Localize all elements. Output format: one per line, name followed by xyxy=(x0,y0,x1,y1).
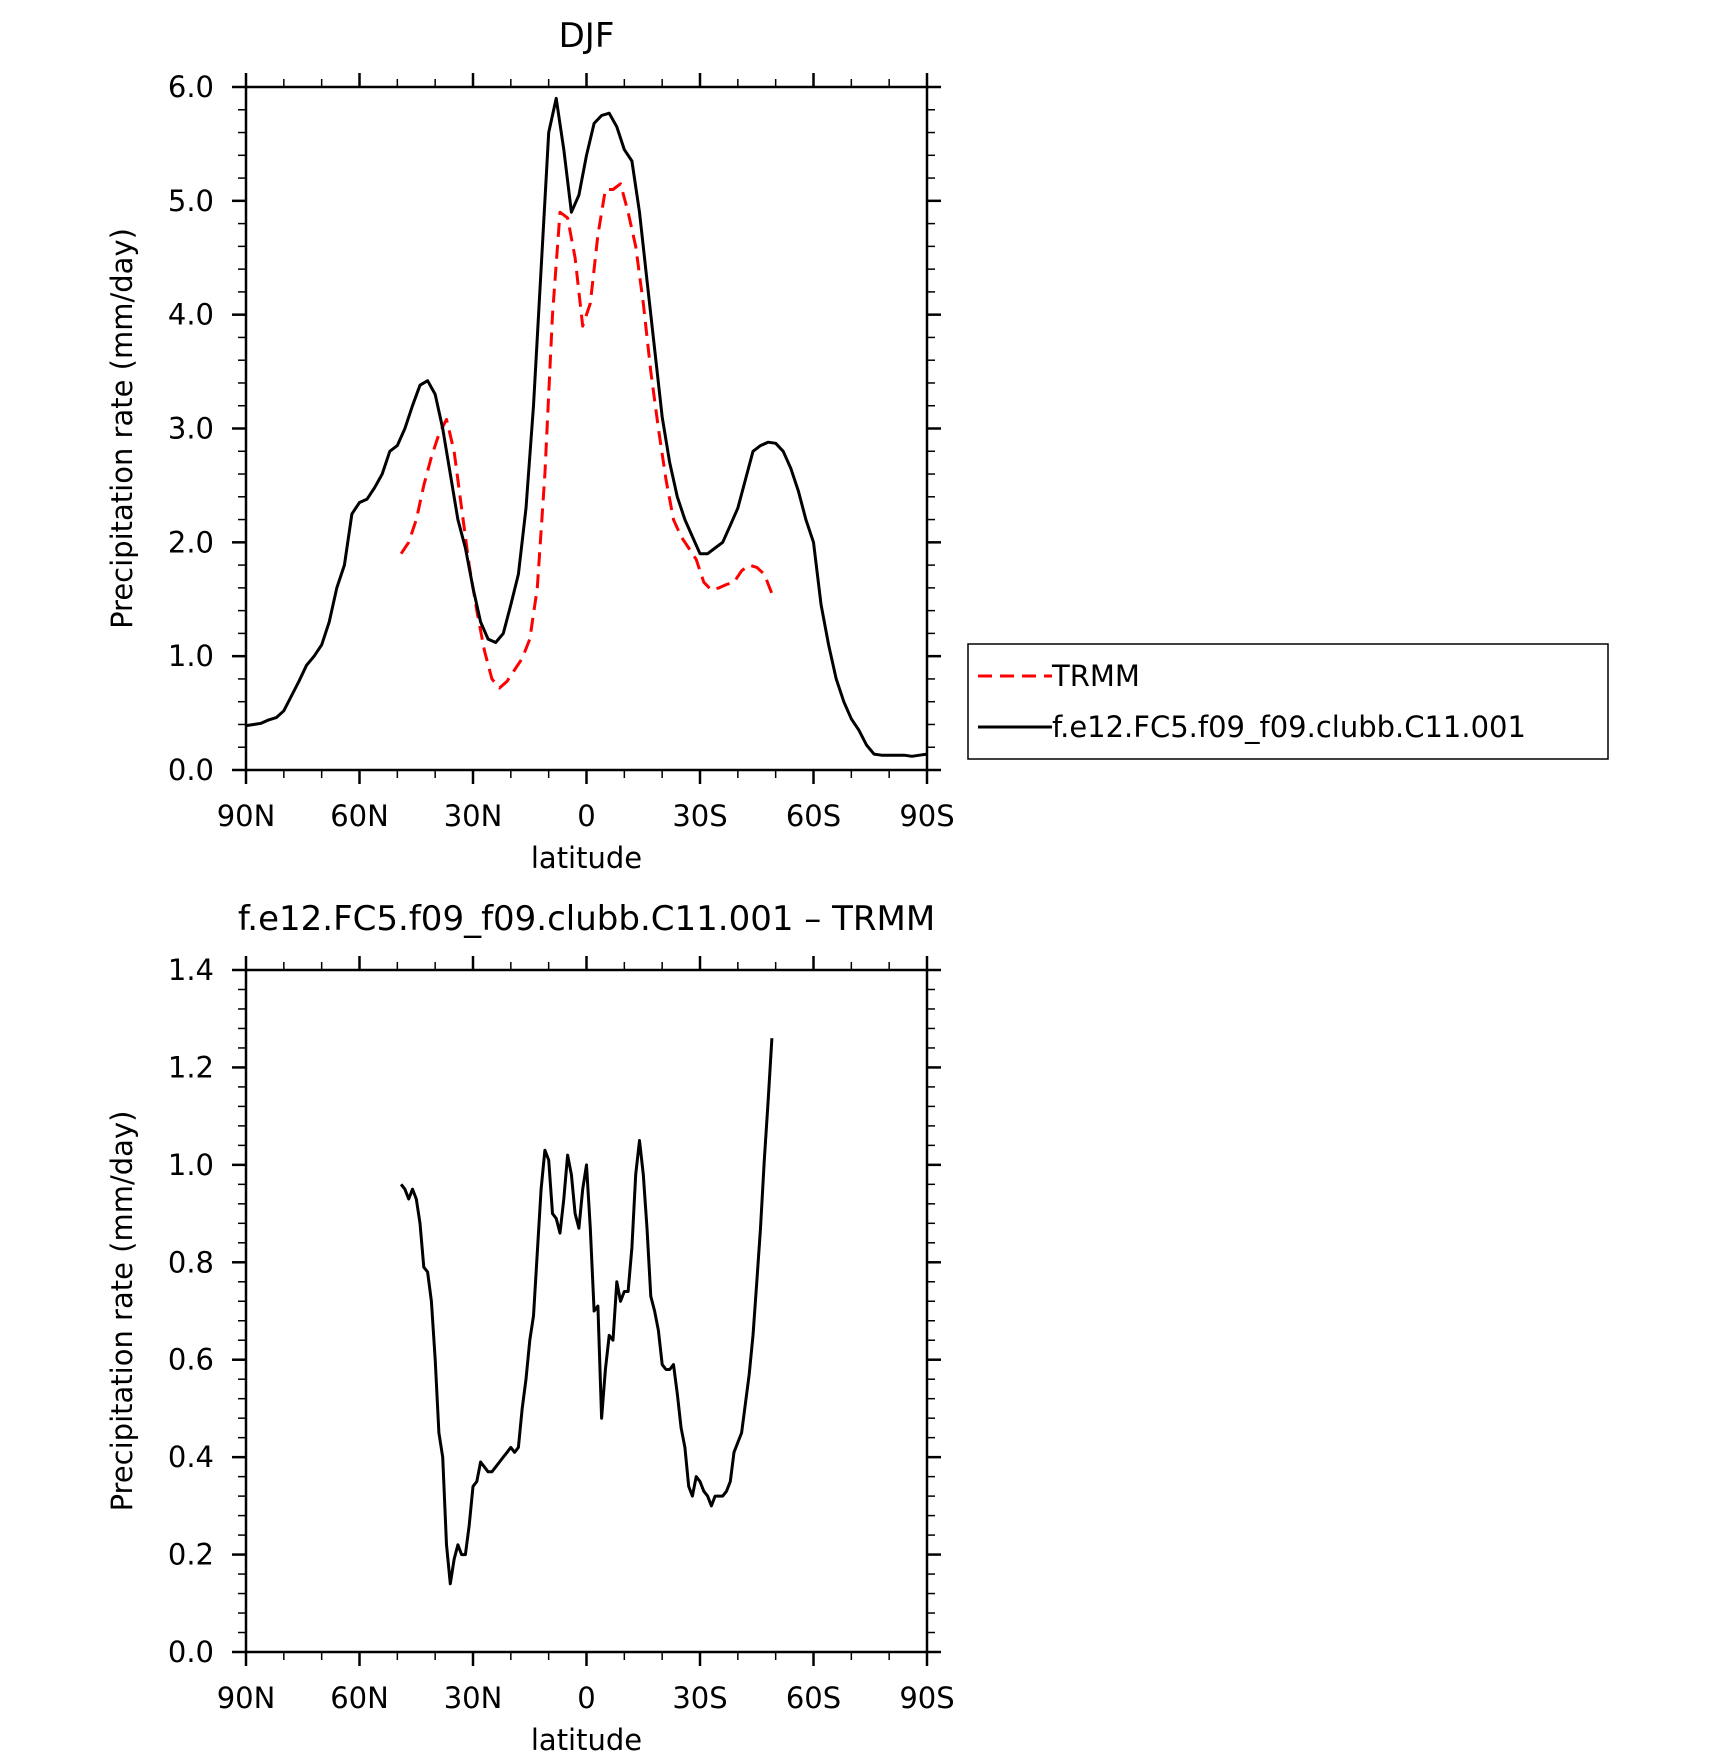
x-tick-label: 30N xyxy=(444,799,503,833)
y-axis-label: Precipitation rate (mm/day) xyxy=(105,228,139,629)
y-tick-label: 5.0 xyxy=(168,184,214,218)
chart-title: f.e12.FC5.f09_f09.clubb.C11.001 – TRMM xyxy=(238,899,935,939)
x-tick-label: 30N xyxy=(444,1681,503,1715)
x-tick-label: 90N xyxy=(217,1681,276,1715)
legend-label: TRMM xyxy=(1051,659,1140,693)
x-tick-label: 0 xyxy=(577,1681,595,1715)
y-tick-label: 1.0 xyxy=(168,639,214,673)
chart-title: DJF xyxy=(559,16,615,56)
panel-djf: DJF 90N 60N 30N 0 30S 60S 90S 0.0 1.0 2.0 3.0 4.0 5.0… xyxy=(105,16,1609,875)
x-tick-label: 30S xyxy=(672,799,727,833)
x-tick-label: 60N xyxy=(330,799,389,833)
y-tick-label: 0.8 xyxy=(168,1245,214,1279)
y-tick-label: 0.0 xyxy=(168,1635,214,1669)
x-tick-label: 90S xyxy=(899,799,954,833)
y-tick-label: 0.0 xyxy=(168,753,214,787)
y-tick-label: 1.2 xyxy=(168,1050,214,1084)
x-axis-label: latitude xyxy=(531,841,642,875)
y-tick-label: 3.0 xyxy=(168,412,214,446)
y-tick-label: 0.4 xyxy=(168,1440,214,1474)
plot-frame xyxy=(244,85,929,772)
y-tick-label: 4.0 xyxy=(168,298,214,332)
legend-box xyxy=(967,643,1609,760)
y-tick-label: 0.6 xyxy=(168,1343,214,1377)
x-tick-label: 90S xyxy=(899,1681,954,1715)
series-line-trmm xyxy=(399,182,774,690)
x-tick-label: 90N xyxy=(217,799,276,833)
x-tick-label: 60S xyxy=(786,1681,841,1715)
x-tick-label: 60N xyxy=(330,1681,389,1715)
panel-diff: f.e12.FC5.f09_f09.clubb.C11.001 – TRMM 90… xyxy=(105,899,955,1757)
y-tick-label: 2.0 xyxy=(168,525,214,559)
y-tick-label: 0.2 xyxy=(168,1538,214,1572)
x-tick-label: 60S xyxy=(786,799,841,833)
legend-label: f.e12.FC5.f09_f09.clubb.C11.001 xyxy=(1052,710,1526,744)
x-tick-label: 30S xyxy=(672,1681,727,1715)
y-axis-label: Precipitation rate (mm/day) xyxy=(105,1111,139,1512)
legend: TRMM f.e12.FC5.f09_f09.clubb.C11.001 xyxy=(967,643,1609,760)
y-tick-label: 6.0 xyxy=(168,70,214,104)
series-line-f-e12-fc5-f09-f09-clubb-c11-001 xyxy=(245,96,928,758)
x-tick-label: 0 xyxy=(577,799,595,833)
y-tick-label: 1.0 xyxy=(168,1148,214,1182)
series-line-0 xyxy=(399,1038,774,1586)
plot-frame xyxy=(244,968,929,1654)
y-tick-label: 1.4 xyxy=(168,953,214,987)
x-axis-label: latitude xyxy=(531,1723,642,1757)
